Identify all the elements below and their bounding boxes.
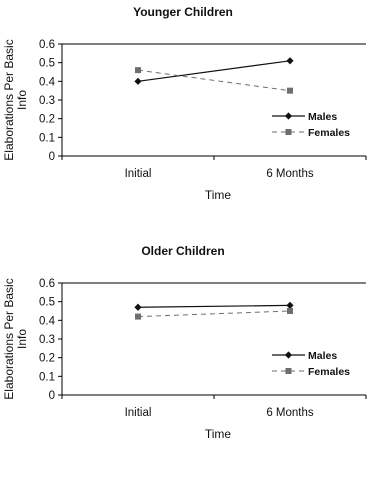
legend-label: Females bbox=[308, 366, 350, 378]
series-females bbox=[135, 67, 293, 94]
y-axis-label: Elaborations Per BasicInfo bbox=[2, 278, 29, 399]
data-point-males bbox=[286, 301, 294, 309]
x-axis-label: Time bbox=[205, 427, 232, 441]
x-tick-label: 6 Months bbox=[266, 407, 314, 419]
series-males bbox=[134, 301, 294, 311]
legend-marker bbox=[284, 112, 293, 120]
series-line-males bbox=[137, 304, 291, 308]
legend-item-females: Females bbox=[272, 127, 350, 139]
y-tick-label: 0.6 bbox=[39, 39, 55, 51]
x-tick-label: Initial bbox=[125, 407, 152, 419]
younger-children-chart: Younger Children 0 0.1 0.2 0.3 0.4 0.5 0.6 Initi… bbox=[2, 5, 367, 202]
x-tick-label: Initial bbox=[125, 168, 152, 180]
y-tick-label: 0.3 bbox=[39, 95, 55, 107]
x-tick-label: 6 Months bbox=[266, 168, 314, 180]
data-point-females bbox=[135, 67, 141, 74]
y-tick-label: 0.1 bbox=[39, 371, 55, 383]
y-tick-label: 0.2 bbox=[39, 353, 55, 365]
chart-title: Younger Children bbox=[133, 5, 233, 19]
y-tick-label: 0.3 bbox=[39, 334, 55, 346]
y-axis-label: Elaborations Per BasicInfo bbox=[2, 39, 29, 160]
y-tick-label: 0.5 bbox=[39, 58, 55, 70]
chart-svg: Younger Children 0 0.1 0.2 0.3 0.4 0.5 0.6 Initi… bbox=[2, 5, 367, 202]
legend-item-females: Females bbox=[272, 366, 350, 378]
y-tick-label: 0.5 bbox=[39, 297, 55, 309]
chart-title: Older Children bbox=[141, 244, 224, 258]
data-point-males bbox=[134, 77, 142, 85]
y-tick-label: 0.1 bbox=[39, 132, 55, 144]
y-tick-label: 0.4 bbox=[39, 76, 56, 88]
series-line-males bbox=[137, 60, 291, 82]
data-point-females bbox=[287, 87, 293, 94]
series-line-females bbox=[137, 310, 291, 318]
series-males bbox=[134, 57, 294, 85]
y-tick-label: 0.2 bbox=[39, 114, 55, 126]
legend-label: Females bbox=[308, 127, 350, 139]
x-axis-label: Time bbox=[205, 188, 232, 202]
data-point-males bbox=[134, 303, 142, 311]
series-line-females bbox=[137, 69, 291, 92]
legend-item-males: Males bbox=[272, 350, 337, 362]
legend-label: Males bbox=[308, 350, 337, 362]
series-females bbox=[135, 308, 293, 320]
legend-marker bbox=[285, 129, 292, 135]
chart-svg: Older Children 0 0.1 0.2 0.3 0.4 0.5 0.6 Initial… bbox=[2, 244, 367, 441]
y-tick-label: 0 bbox=[49, 390, 55, 402]
y-tick-label: 0.4 bbox=[39, 315, 56, 327]
y-tick-label: 0.6 bbox=[39, 278, 55, 290]
legend-marker bbox=[285, 368, 292, 374]
legend-item-males: Males bbox=[272, 111, 337, 123]
legend-label: Males bbox=[308, 111, 337, 123]
y-tick-label: 0 bbox=[49, 151, 55, 163]
data-point-males bbox=[286, 57, 294, 65]
legend-marker bbox=[284, 351, 293, 359]
data-point-females bbox=[135, 313, 141, 320]
older-children-chart: Older Children 0 0.1 0.2 0.3 0.4 0.5 0.6 Initial… bbox=[0, 239, 369, 478]
data-point-females bbox=[287, 308, 293, 314]
